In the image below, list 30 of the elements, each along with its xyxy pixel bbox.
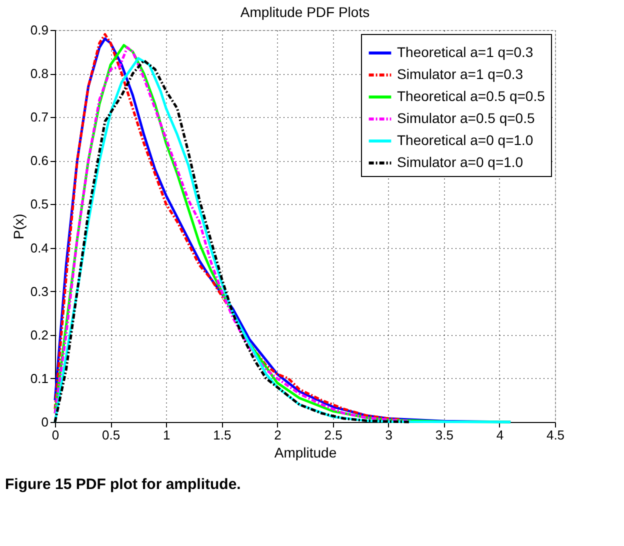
legend-label: Simulator a=1 q=0.3	[397, 66, 524, 82]
x-tick-label: 0.5	[102, 428, 120, 442]
x-tick-label: 0	[52, 428, 60, 442]
caption: Figure 15 PDF plot for amplitude.	[5, 476, 241, 493]
x-tick-label: 3.5	[435, 428, 454, 442]
y-tick-label: 0.5	[30, 196, 48, 212]
y-tick-label: 0.3	[30, 284, 48, 299]
y-tick-label: 0.8	[30, 66, 48, 82]
legend-label: Simulator a=0 q=1.0	[397, 154, 524, 170]
y-tick-label: 0.1	[30, 370, 48, 386]
x-tick-label: 4	[496, 428, 504, 442]
legend-label: Theoretical a=0 q=1.0	[397, 132, 534, 148]
y-tick-label: 0.4	[30, 240, 48, 256]
y-tick-label: 0	[41, 414, 48, 430]
legend-label: Simulator a=0.5 q=0.5	[397, 110, 535, 126]
x-tick-label: 1.5	[213, 428, 232, 442]
y-tick-label: 0.9	[30, 22, 48, 38]
chart-title: Amplitude PDF Plots	[240, 4, 370, 20]
x-axis-title: Amplitude	[274, 444, 337, 460]
x-tick-label: 1	[162, 428, 170, 442]
legend-label: Theoretical a=0.5 q=0.5	[397, 88, 546, 104]
y-tick-label: 0.6	[30, 153, 48, 168]
x-tick-label: 3	[385, 428, 392, 442]
x-tick-label: 2	[274, 428, 282, 442]
x-tick-label: 4.5	[546, 428, 565, 442]
legend-label: Theoretical a=1 q=0.3	[397, 44, 534, 60]
y-tick-label: 0.7	[30, 110, 48, 125]
y-tick-label: 0.2	[30, 327, 48, 342]
y-axis-title: P(x)	[10, 214, 26, 240]
x-tick-label: 2.5	[324, 428, 342, 442]
